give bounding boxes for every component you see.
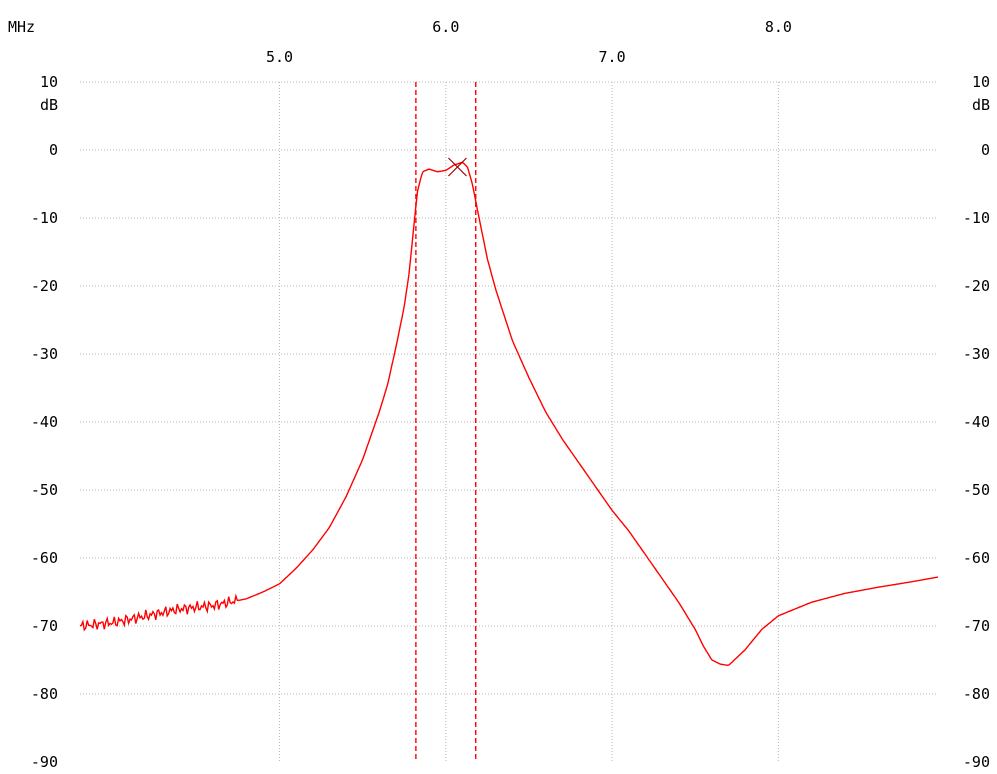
y-tick-label-right: -30 <box>963 345 990 363</box>
y-tick-label-left: -80 <box>31 685 58 703</box>
grid <box>80 81 938 762</box>
marker-lines <box>415 82 477 762</box>
y-tick-label-left: -70 <box>31 617 58 635</box>
y-tick-label-right: -40 <box>963 413 990 431</box>
y-tick-label-right: 0 <box>981 141 990 159</box>
y-tick-label-right: -60 <box>963 549 990 567</box>
y-tick-label-right: -70 <box>963 617 990 635</box>
x-unit-label: MHz <box>8 18 35 36</box>
y-tick-label-left: -20 <box>31 277 58 295</box>
y-tick-label-left: -90 <box>31 753 58 771</box>
y-tick-label-right: -20 <box>963 277 990 295</box>
x-tick-label: 7.0 <box>599 48 626 66</box>
x-tick-label: 6.0 <box>432 18 459 36</box>
y-tick-label-left: -10 <box>31 209 58 227</box>
y-tick-label-left: 10 <box>40 73 58 91</box>
y-tick-label-right: -80 <box>963 685 990 703</box>
axis-labels: MHz dB dB 10 10 0 0 -10 -10 -20 -20 -30 -30 -40 -40… <box>8 18 990 771</box>
y-tick-label-left: -60 <box>31 549 58 567</box>
y-tick-label-right: 10 <box>972 73 990 91</box>
y-tick-label-left: -30 <box>31 345 58 363</box>
y-tick-label-left: -50 <box>31 481 58 499</box>
y-unit-label-right: dB <box>972 96 990 114</box>
y-tick-label-left: -40 <box>31 413 58 431</box>
y-tick-label-left: 0 <box>49 141 58 159</box>
response-trace <box>79 161 939 667</box>
y-unit-label-left: dB <box>40 96 58 114</box>
marker-point <box>448 157 467 177</box>
x-tick-label: 8.0 <box>765 18 792 36</box>
x-tick-label: 5.0 <box>266 48 293 66</box>
y-tick-label-right: -90 <box>963 753 990 771</box>
y-tick-label-right: -50 <box>963 481 990 499</box>
y-tick-label-right: -10 <box>963 209 990 227</box>
marker-x-stroke <box>448 157 467 177</box>
